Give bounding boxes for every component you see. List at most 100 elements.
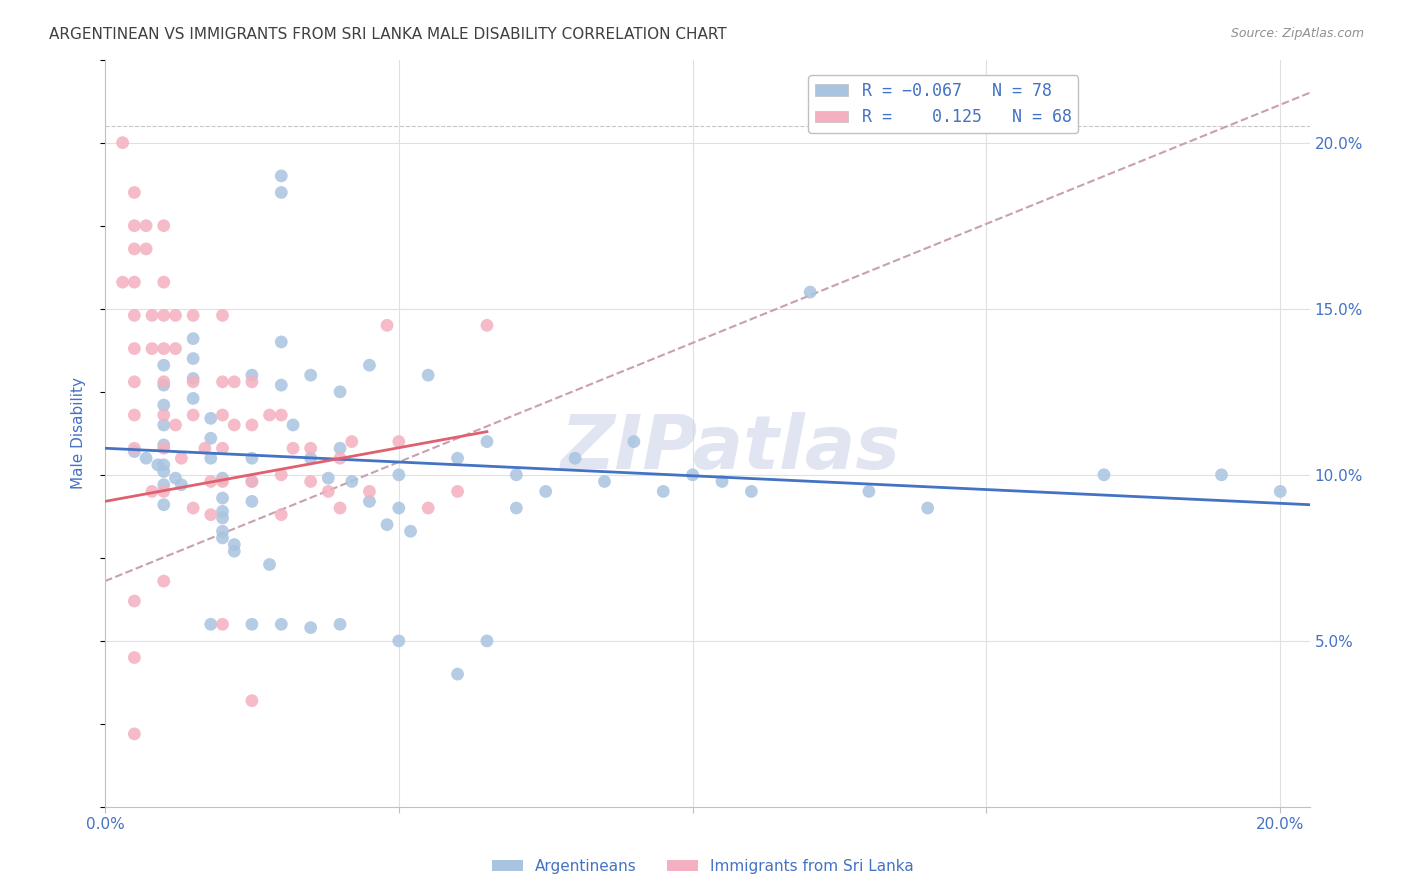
Point: [375, 318, 398, 333]
Point: [152, 458, 174, 472]
Point: [124, 650, 146, 665]
Point: [270, 169, 292, 183]
Point: [240, 617, 263, 632]
Point: [399, 524, 422, 539]
Point: [359, 484, 381, 499]
Point: [152, 574, 174, 588]
Point: [211, 408, 233, 422]
Text: Source: ZipAtlas.com: Source: ZipAtlas.com: [1230, 27, 1364, 40]
Point: [211, 617, 233, 632]
Point: [152, 477, 174, 491]
Point: [299, 621, 322, 635]
Point: [299, 368, 322, 383]
Point: [240, 475, 263, 489]
Point: [200, 451, 222, 466]
Point: [240, 494, 263, 508]
Point: [299, 475, 322, 489]
Point: [259, 558, 281, 572]
Point: [446, 667, 468, 681]
Point: [181, 309, 204, 323]
Point: [181, 371, 204, 385]
Point: [240, 375, 263, 389]
Point: [259, 408, 281, 422]
Point: [299, 442, 322, 456]
Legend: R = −0.067   N = 78, R =    0.125   N = 68: R = −0.067 N = 78, R = 0.125 N = 68: [808, 76, 1078, 133]
Point: [446, 451, 468, 466]
Point: [359, 358, 381, 372]
Point: [270, 334, 292, 349]
Point: [152, 408, 174, 422]
Point: [475, 633, 498, 648]
Point: [211, 511, 233, 525]
Point: [211, 475, 233, 489]
Point: [124, 186, 146, 200]
Point: [152, 442, 174, 456]
Point: [200, 508, 222, 522]
Point: [170, 451, 193, 466]
Point: [1092, 467, 1115, 482]
Point: [564, 451, 586, 466]
Point: [270, 186, 292, 200]
Point: [329, 384, 352, 399]
Point: [740, 484, 762, 499]
Point: [146, 458, 169, 472]
Point: [593, 475, 616, 489]
Point: [711, 475, 734, 489]
Point: [1211, 467, 1233, 482]
Point: [141, 342, 163, 356]
Point: [270, 508, 292, 522]
Text: ARGENTINEAN VS IMMIGRANTS FROM SRI LANKA MALE DISABILITY CORRELATION CHART: ARGENTINEAN VS IMMIGRANTS FROM SRI LANKA…: [49, 27, 727, 42]
Point: [359, 494, 381, 508]
Point: [224, 544, 246, 558]
Point: [475, 318, 498, 333]
Text: ZIPatlas: ZIPatlas: [561, 412, 901, 484]
Point: [505, 501, 527, 516]
Point: [211, 504, 233, 518]
Point: [181, 501, 204, 516]
Point: [858, 484, 880, 499]
Point: [375, 517, 398, 532]
Point: [211, 309, 233, 323]
Point: [124, 275, 146, 289]
Point: [135, 242, 157, 256]
Point: [152, 309, 174, 323]
Point: [152, 342, 174, 356]
Point: [124, 727, 146, 741]
Point: [211, 491, 233, 505]
Point: [505, 467, 527, 482]
Point: [165, 342, 187, 356]
Point: [124, 309, 146, 323]
Point: [152, 358, 174, 372]
Y-axis label: Male Disability: Male Disability: [72, 377, 86, 490]
Legend: Argentineans, Immigrants from Sri Lanka: Argentineans, Immigrants from Sri Lanka: [486, 853, 920, 880]
Point: [124, 242, 146, 256]
Point: [135, 219, 157, 233]
Point: [141, 484, 163, 499]
Point: [152, 498, 174, 512]
Point: [388, 434, 411, 449]
Point: [329, 617, 352, 632]
Point: [270, 467, 292, 482]
Point: [124, 594, 146, 608]
Point: [194, 442, 217, 456]
Point: [165, 417, 187, 432]
Point: [270, 408, 292, 422]
Point: [224, 417, 246, 432]
Point: [211, 524, 233, 539]
Point: [165, 471, 187, 485]
Point: [340, 475, 363, 489]
Point: [388, 501, 411, 516]
Point: [152, 375, 174, 389]
Point: [340, 434, 363, 449]
Point: [165, 309, 187, 323]
Point: [799, 285, 821, 299]
Point: [418, 368, 440, 383]
Point: [224, 375, 246, 389]
Point: [141, 309, 163, 323]
Point: [240, 417, 263, 432]
Point: [270, 378, 292, 392]
Point: [475, 434, 498, 449]
Point: [181, 351, 204, 366]
Point: [329, 451, 352, 466]
Point: [181, 408, 204, 422]
